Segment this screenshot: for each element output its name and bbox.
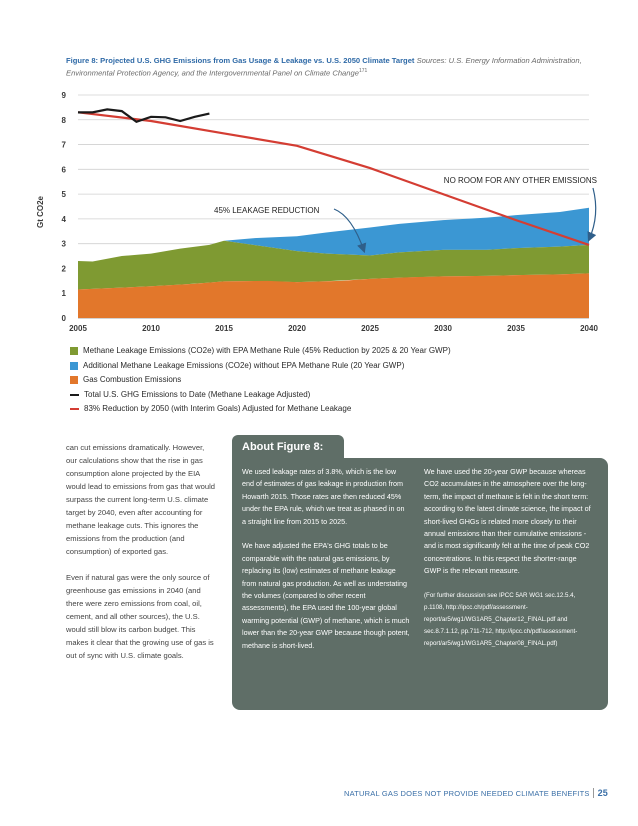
area-layer: [78, 207, 589, 318]
y-tick-label: 6: [62, 165, 67, 174]
about-paragraph: We have used the 20-year GWP because whe…: [424, 467, 591, 576]
about-note: (For further discussion see IPCC 5AR WG1…: [424, 592, 578, 648]
about-right-column: We have used the 20-year GWP because whe…: [424, 466, 592, 662]
x-tick-label: 2035: [507, 324, 525, 333]
line-layer: [77, 108, 590, 246]
x-tick-label: 2005: [69, 324, 87, 333]
x-tick-label: 2030: [434, 324, 452, 333]
legend-label: Gas Combustion Emissions: [83, 375, 182, 384]
x-tick-label: 2010: [142, 324, 160, 333]
legend-item: Additional Methane Leakage Emissions (CO…: [70, 359, 590, 374]
body-paragraph: can cut emissions dramatically. However,…: [66, 443, 215, 556]
about-figure-box: We used leakage rates of 3.8%, which is …: [232, 458, 608, 710]
line-reduction-target: [77, 111, 590, 246]
emissions-chart: 0 1 2 3 4 5 6 7 8 9 2005 2010 2015 2020 2025 2030 2035 20…: [36, 91, 599, 333]
legend-swatch: [70, 347, 78, 356]
annotation-no-room: NO ROOM FOR ANY OTHER EMISSIONS: [444, 176, 597, 185]
figure-caption: Figure 8: Projected U.S. GHG Emissions f…: [66, 56, 586, 79]
y-tick-label: 4: [62, 215, 67, 224]
annotations: 45% LEAKAGE REDUCTION NO ROOM FOR ANY OTH…: [214, 176, 597, 254]
about-left-column: We used leakage rates of 3.8%, which is …: [242, 466, 410, 664]
x-tick-label: 2020: [288, 324, 306, 333]
area-gas-combustion: [78, 273, 589, 318]
annotation-arrow: [587, 187, 597, 242]
x-tick-label: 2040: [580, 324, 598, 333]
x-tick-label: 2015: [215, 324, 233, 333]
y-axis-label: Gt CO2e: [36, 195, 45, 228]
x-tick-label: 2025: [361, 324, 379, 333]
figure-source-note: 171: [358, 68, 368, 74]
body-paragraph: Even if natural gas were the only source…: [66, 573, 214, 660]
legend-item: Gas Combustion Emissions: [70, 373, 590, 388]
y-tick-label: 7: [62, 141, 67, 150]
chart-legend: Methane Leakage Emissions (CO2e) with EP…: [70, 344, 590, 417]
figure-source: Sources: U.S. Energy Information Adminis…: [66, 56, 582, 78]
line-total-emissions: [78, 108, 210, 123]
legend-swatch: [70, 361, 78, 370]
y-tick-label: 1: [62, 289, 67, 298]
annotation-leakage-reduction: 45% LEAKAGE REDUCTION: [214, 206, 320, 215]
annotation-arrow: [333, 208, 367, 254]
y-tick-label: 5: [62, 190, 67, 199]
axis-labels: 0 1 2 3 4 5 6 7 8 9 2005 2010 2015 2020 2025 2030 2035 20…: [62, 91, 599, 333]
y-tick-label: 9: [62, 91, 67, 100]
legend-item: 83% Reduction by 2050 (with Interim Goal…: [70, 402, 590, 417]
page-number: 25: [592, 788, 608, 798]
legend-swatch: [70, 376, 78, 385]
legend-line: [70, 408, 79, 411]
area-additional-methane: [224, 207, 589, 256]
y-tick-label: 8: [62, 116, 67, 125]
legend-item: Methane Leakage Emissions (CO2e) with EP…: [70, 344, 590, 359]
legend-line: [70, 393, 79, 396]
about-figure-title: About Figure 8:: [232, 435, 344, 459]
legend-label: Methane Leakage Emissions (CO2e) with EP…: [83, 346, 451, 355]
about-paragraph: We used leakage rates of 3.8%, which is …: [242, 467, 405, 526]
y-tick-label: 0: [62, 314, 67, 323]
y-tick-label: 2: [62, 264, 67, 273]
footer-text: NATURAL GAS DOES NOT PROVIDE NEEDED CLIM…: [343, 789, 590, 798]
legend-label: 83% Reduction by 2050 (with Interim Goal…: [84, 404, 352, 413]
body-text: can cut emissions dramatically. However,…: [66, 441, 216, 675]
area-methane-leakage: [78, 240, 589, 290]
figure-title: Figure 8: Projected U.S. GHG Emissions f…: [66, 56, 415, 65]
legend-label: Total U.S. GHG Emissions to Date (Methan…: [84, 389, 311, 399]
page-footer: NATURAL GAS DOES NOT PROVIDE NEEDED CLIM…: [344, 788, 608, 798]
about-paragraph: We have adjusted the EPA's GHG totals to…: [242, 541, 410, 650]
legend-label: Additional Methane Leakage Emissions (CO…: [83, 360, 405, 370]
legend-item: Total U.S. GHG Emissions to Date (Methan…: [70, 388, 590, 403]
y-tick-label: 3: [62, 240, 67, 249]
